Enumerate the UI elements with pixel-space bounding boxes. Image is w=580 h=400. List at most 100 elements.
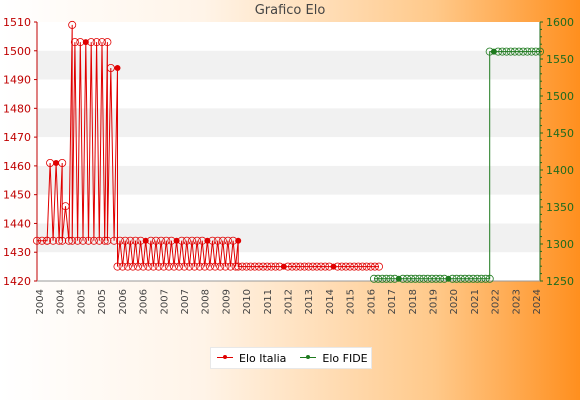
data-point [292, 262, 301, 271]
data-point [84, 236, 93, 245]
y-right-tick-label: 1350 [546, 201, 574, 214]
data-point [204, 237, 211, 244]
x-tick-label: 2013 [304, 289, 315, 314]
data-point [95, 236, 104, 245]
data-point [498, 47, 507, 56]
data-point [510, 47, 519, 56]
x-tick-label: 2011 [263, 289, 274, 314]
data-point [116, 236, 125, 245]
y-left-tick-label: 1480 [3, 102, 31, 115]
data-point [146, 236, 155, 245]
data-point [337, 262, 346, 271]
data-point [68, 20, 77, 29]
data-point [238, 262, 247, 271]
x-tick-label: 2004 [35, 289, 46, 314]
data-point [235, 237, 242, 244]
data-point [58, 236, 67, 245]
data-point [464, 274, 473, 283]
legend-swatch-elo-fide [300, 355, 317, 361]
data-point [149, 262, 158, 271]
data-point [519, 47, 528, 56]
data-point [362, 262, 371, 271]
data-point [403, 274, 412, 283]
x-tick-label: 2010 [242, 289, 253, 314]
data-point [216, 262, 225, 271]
x-tick-label: 2024 [532, 289, 543, 314]
data-point [254, 262, 263, 271]
legend-item-elo-italia[interactable]: Elo Italia [217, 352, 286, 365]
x-tick-label: 2022 [491, 289, 502, 314]
data-point [242, 262, 251, 271]
x-tick-label: 2005 [76, 289, 87, 314]
data-point [173, 237, 180, 244]
data-point [386, 274, 395, 283]
data-point [345, 262, 354, 271]
data-point [142, 237, 149, 244]
data-point [103, 236, 112, 245]
data-point [221, 262, 230, 271]
data-point [133, 262, 142, 271]
data-point [110, 236, 119, 245]
data-point [341, 262, 350, 271]
y-left-tick-label: 1500 [3, 45, 31, 58]
data-point [121, 236, 130, 245]
x-tick-label: 2012 [284, 289, 295, 314]
x-tick-label: 2004 [56, 289, 67, 314]
data-point [366, 262, 375, 271]
x-tick-label: 2015 [346, 289, 357, 314]
data-point [114, 65, 121, 72]
data-point [193, 236, 202, 245]
data-point [177, 236, 186, 245]
y-right-tick-label: 1550 [546, 53, 574, 66]
data-point [126, 236, 135, 245]
data-point [98, 38, 107, 47]
x-tick-label: 2007 [180, 289, 191, 314]
data-point [250, 262, 259, 271]
data-point [175, 262, 184, 271]
data-point [58, 158, 67, 167]
data-point [374, 262, 383, 271]
data-point [211, 262, 220, 271]
legend-label-elo-italia: Elo Italia [239, 351, 287, 365]
data-point [502, 47, 511, 56]
data-point [369, 274, 378, 283]
y-left-tick-label: 1450 [3, 189, 31, 202]
grid-band [37, 108, 540, 138]
data-point [494, 47, 503, 56]
data-point [139, 262, 148, 271]
data-point [185, 262, 194, 271]
legend-item-elo-fide[interactable]: Elo FIDE [300, 352, 368, 365]
grid-band [37, 165, 540, 195]
data-point [180, 262, 189, 271]
data-point [55, 236, 64, 245]
data-point [154, 262, 163, 271]
data-point [427, 274, 436, 283]
y-left-tick-label: 1420 [3, 275, 31, 288]
data-point [358, 262, 367, 271]
data-point [263, 262, 272, 271]
data-point [448, 274, 457, 283]
data-point [159, 262, 168, 271]
data-point [226, 262, 235, 271]
data-point [523, 47, 532, 56]
data-point [415, 274, 424, 283]
data-point [49, 236, 58, 245]
grid-band [37, 50, 540, 80]
data-point [38, 236, 47, 245]
data-point [100, 236, 109, 245]
series-elo-italia [33, 20, 383, 271]
data-point [267, 262, 276, 271]
y-left-tick-label: 1460 [3, 160, 31, 173]
data-point [354, 262, 363, 271]
data-point [481, 274, 490, 283]
data-point [382, 274, 391, 283]
data-point [407, 274, 416, 283]
data-point [398, 274, 407, 283]
data-point [473, 274, 482, 283]
data-point [477, 274, 486, 283]
data-point [106, 64, 115, 73]
data-point [456, 274, 465, 283]
x-tick-label: 2020 [449, 289, 460, 314]
